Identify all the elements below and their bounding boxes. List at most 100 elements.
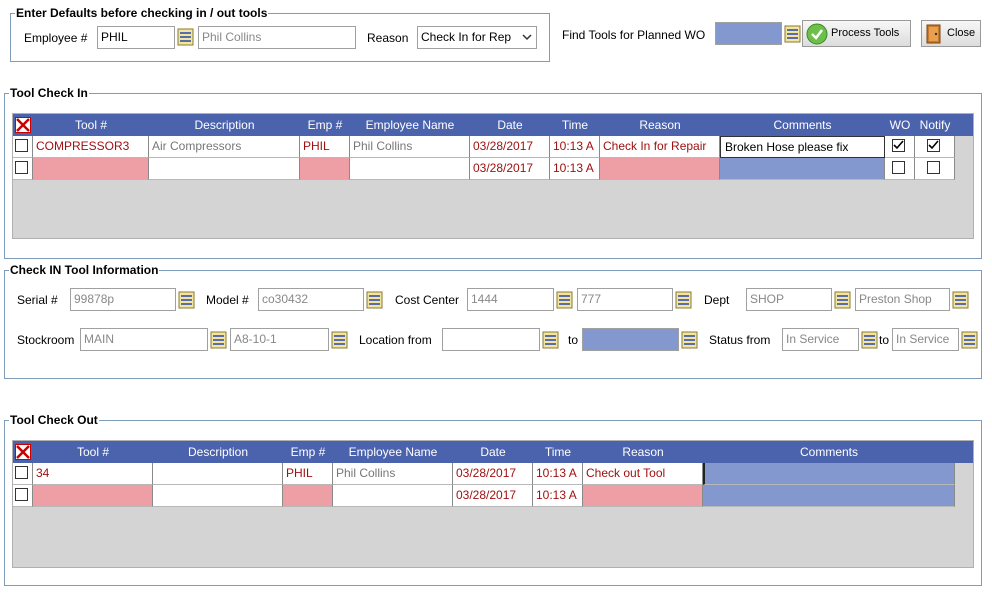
checkin-col-reason[interactable]: Reason (600, 114, 720, 136)
checkout-cell-date[interactable]: 03/28/2017 (453, 463, 533, 485)
checkin-cell-reason[interactable]: Check In for Repair (600, 136, 720, 158)
checkout-col-time[interactable]: Time (533, 441, 583, 463)
checkin-cell-wo[interactable] (885, 136, 915, 158)
table-row-select[interactable] (13, 136, 33, 158)
serial-input[interactable]: 99878p (70, 288, 176, 311)
checkout-col-employee-name[interactable]: Employee Name (333, 441, 453, 463)
status-from-input[interactable]: In Service (782, 328, 859, 351)
checkin-col-employee-name[interactable]: Employee Name (350, 114, 470, 136)
checkout-col-date[interactable]: Date (453, 441, 533, 463)
checkin-cell-employee-name[interactable] (350, 158, 470, 180)
stockroom-location-lookup-icon[interactable] (331, 331, 348, 349)
table-row-select[interactable] (13, 463, 33, 485)
employee-input[interactable]: PHIL (97, 26, 175, 49)
checkin-cell-tool[interactable]: COMPRESSOR3 (33, 136, 149, 158)
checkout-col-tool[interactable]: Tool # (33, 441, 153, 463)
stockroom-input[interactable]: MAIN (80, 328, 208, 351)
checkout-cell-description[interactable] (153, 463, 283, 485)
process-tools-button[interactable]: Process Tools (802, 20, 911, 47)
checkin-col-description[interactable]: Description (149, 114, 300, 136)
checkin-cell-date[interactable]: 03/28/2017 (470, 158, 550, 180)
find-wo-lookup-icon[interactable] (784, 25, 801, 43)
row-checkbox[interactable] (15, 161, 28, 174)
checkout-col-description[interactable]: Description (153, 441, 283, 463)
employee-lookup-icon[interactable] (177, 28, 194, 46)
checkout-select-all[interactable] (13, 441, 33, 463)
checkout-cell-comments[interactable] (703, 485, 955, 507)
reason-label: Reason (367, 31, 409, 45)
notify-checkbox[interactable] (927, 139, 940, 152)
location-to-lookup-icon[interactable] (681, 331, 698, 349)
checkin-cell-notify[interactable] (915, 136, 955, 158)
row-checkbox[interactable] (15, 139, 28, 152)
location-from-lookup-icon[interactable] (542, 331, 559, 349)
checkin-cell-wo[interactable] (885, 158, 915, 180)
status-to-lookup-icon[interactable] (961, 331, 978, 349)
reason-select[interactable]: Check In for Rep (417, 26, 537, 49)
checkout-cell-emp[interactable] (283, 485, 333, 507)
cost-center-to-lookup-icon[interactable] (675, 291, 692, 309)
wo-checkbox[interactable] (892, 139, 905, 152)
checkin-cell-date[interactable]: 03/28/2017 (470, 136, 550, 158)
checkin-cell-comments[interactable]: Broken Hose please fix (720, 136, 885, 158)
stockroom-lookup-icon[interactable] (210, 331, 227, 349)
close-button[interactable]: Close (921, 20, 981, 47)
checkout-cell-reason[interactable] (583, 485, 703, 507)
dept-lookup-icon[interactable] (834, 291, 851, 309)
row-checkbox[interactable] (15, 488, 28, 501)
row-checkbox[interactable] (15, 466, 28, 479)
cost-center-lookup-icon[interactable] (556, 291, 573, 309)
table-row-select[interactable] (13, 158, 33, 180)
checkin-cell-time[interactable]: 10:13 A (550, 136, 600, 158)
checkout-cell-comments[interactable] (703, 463, 955, 485)
checkin-cell-tool[interactable] (33, 158, 149, 180)
checkout-cell-reason[interactable]: Check out Tool (583, 463, 703, 485)
checkout-cell-tool[interactable] (33, 485, 153, 507)
model-input[interactable]: co30432 (258, 288, 364, 311)
checkin-cell-time[interactable]: 10:13 A (550, 158, 600, 180)
checkout-cell-time[interactable]: 10:13 A (533, 463, 583, 485)
checkin-cell-description[interactable] (149, 158, 300, 180)
checkin-cell-reason[interactable] (600, 158, 720, 180)
dept-input[interactable]: SHOP (746, 288, 832, 311)
stockroom-location-input[interactable]: A8-10-1 (230, 328, 329, 351)
checkin-cell-emp[interactable]: PHIL (300, 136, 350, 158)
checkout-col-emp[interactable]: Emp # (283, 441, 333, 463)
checkout-cell-emp[interactable]: PHIL (283, 463, 333, 485)
cost-center-input[interactable]: 1444 (467, 288, 554, 311)
checkout-col-reason[interactable]: Reason (583, 441, 703, 463)
location-from-input[interactable] (442, 328, 540, 351)
checkin-cell-comments[interactable] (720, 158, 885, 180)
checkin-select-all[interactable] (13, 114, 33, 136)
checkout-cell-time[interactable]: 10:13 A (533, 485, 583, 507)
checkin-cell-notify[interactable] (915, 158, 955, 180)
checkout-cell-employee-name[interactable] (333, 485, 453, 507)
location-to-input[interactable] (582, 328, 679, 351)
table-row-select[interactable] (13, 485, 33, 507)
dept-name-field: Preston Shop (855, 288, 950, 311)
cost-center-to-input[interactable]: 777 (577, 288, 673, 311)
serial-lookup-icon[interactable] (178, 291, 195, 309)
checkout-col-comments[interactable]: Comments (703, 441, 955, 463)
checkin-col-wo[interactable]: WO (885, 114, 915, 136)
dept-name-lookup-icon[interactable] (952, 291, 969, 309)
checkin-cell-emp[interactable] (300, 158, 350, 180)
find-wo-input[interactable] (715, 22, 782, 45)
checkin-col-date[interactable]: Date (470, 114, 550, 136)
checkin-cell-description[interactable]: Air Compressors (149, 136, 300, 158)
status-to-input[interactable]: In Service (892, 328, 959, 351)
model-lookup-icon[interactable] (366, 291, 383, 309)
checkin-col-comments[interactable]: Comments (720, 114, 885, 136)
checkin-col-time[interactable]: Time (550, 114, 600, 136)
checkout-cell-tool[interactable]: 34 (33, 463, 153, 485)
checkin-col-notify[interactable]: Notify (915, 114, 955, 136)
checkout-cell-description[interactable] (153, 485, 283, 507)
checkout-cell-date[interactable]: 03/28/2017 (453, 485, 533, 507)
wo-checkbox[interactable] (892, 161, 905, 174)
checkout-cell-employee-name[interactable]: Phil Collins (333, 463, 453, 485)
checkin-col-tool[interactable]: Tool # (33, 114, 149, 136)
status-from-lookup-icon[interactable] (861, 331, 878, 349)
checkin-cell-employee-name[interactable]: Phil Collins (350, 136, 470, 158)
checkin-col-emp[interactable]: Emp # (300, 114, 350, 136)
notify-checkbox[interactable] (927, 161, 940, 174)
